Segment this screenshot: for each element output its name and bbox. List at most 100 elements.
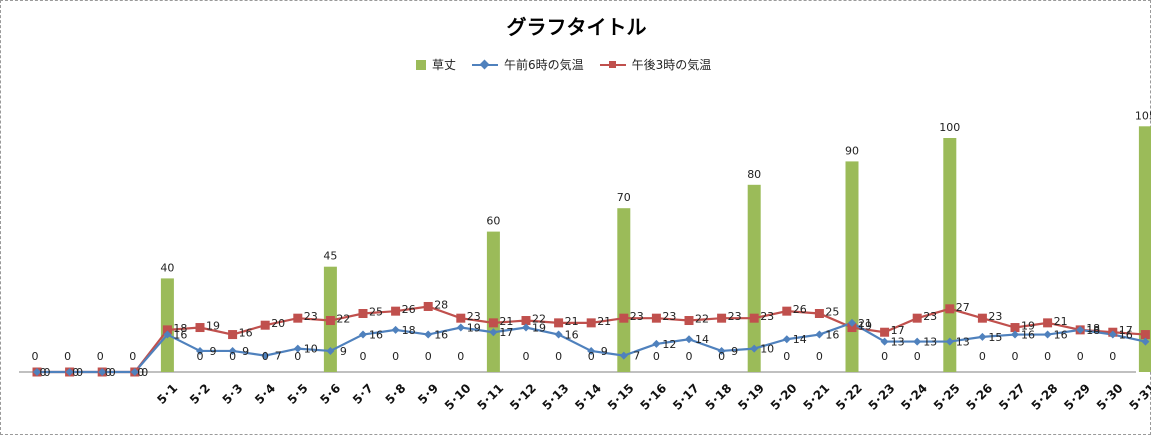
point-am-0 [33,368,41,376]
point-am-12 [424,330,433,339]
tick-label-8: 5･5 [285,381,311,407]
data-label-am-5: 9 [210,345,217,358]
tick-label-23: 5･20 [768,381,800,413]
data-label-bar-3: 0 [129,350,136,363]
bar-28 [943,138,957,372]
data-label-bar-11: 0 [392,350,399,363]
data-label-pm-31: 21 [1054,315,1068,328]
point-pm-17 [586,318,596,328]
legend-swatch-am [472,59,499,70]
bar-18 [617,208,631,372]
data-label-pm-4: 18 [173,322,187,335]
tick-label-33: 5･30 [1094,381,1126,413]
tick-label-30: 5･27 [996,381,1028,413]
point-pm-30 [1010,323,1020,333]
data-label-bar-21: 0 [718,350,725,363]
data-label-pm-30: 19 [1021,320,1035,333]
point-pm-4 [162,325,172,335]
data-label-am-17: 9 [601,345,608,358]
point-am-4 [163,330,172,339]
data-label-bar-13: 0 [457,350,464,363]
point-pm-6 [228,330,238,340]
data-label-bar-4: 40 [160,261,174,274]
point-pm-13 [456,313,466,323]
tick-label-27: 5･24 [898,381,930,413]
data-label-bar-0: 0 [32,350,39,363]
legend: 草丈 午前6時の気温 午後3時の気温 [416,56,727,73]
tick-label-4: 5･1 [154,381,180,407]
bar-4 [160,278,174,372]
data-label-am-11: 18 [402,324,416,337]
data-label-pm-6: 16 [239,327,253,340]
data-label-bar-29: 0 [979,350,986,363]
data-label-am-25: 21 [858,317,872,330]
tick-label-14: 5･11 [474,381,506,413]
point-pm-28 [945,304,955,314]
point-am-5 [196,346,204,355]
bar-14 [486,231,500,372]
point-am-6 [228,346,237,355]
data-label-am-18: 7 [633,350,640,363]
point-pm-31 [1043,318,1053,328]
point-pm-12 [423,301,433,311]
point-am-20 [685,335,693,344]
point-am-8 [293,344,302,353]
point-am-17 [587,346,596,355]
point-pm-16 [554,318,564,328]
data-label-am-22: 10 [760,343,774,356]
data-label-pm-17: 21 [597,315,611,328]
point-pm-24 [814,309,824,318]
data-label-am-4: 16 [173,329,187,342]
data-label-bar-2: 0 [97,350,104,363]
point-am-3 [130,368,139,376]
point-am-33 [1108,330,1117,339]
point-am-18 [619,351,628,360]
data-label-bar-25: 90 [845,144,859,157]
point-am-22 [750,344,759,353]
data-label-bar-30: 0 [1012,350,1019,363]
bar-22 [747,184,761,372]
tick-label-10: 5･7 [350,381,376,407]
data-label-pm-26: 17 [891,324,905,337]
data-label-bar-7: 0 [262,350,269,363]
tick-label-12: 5･9 [415,381,441,407]
point-pm-9 [325,316,335,326]
data-label-pm-11: 26 [402,303,416,316]
point-am-28 [945,337,954,346]
point-pm-15 [521,316,531,326]
point-pm-34 [1140,330,1150,340]
data-label-am-27: 13 [923,336,937,349]
tick-label-34: 5･31 [1126,381,1151,413]
tick-label-22: 5･19 [735,381,767,413]
legend-swatch-pm [599,60,626,70]
data-label-am-16: 16 [565,329,579,342]
tick-label-25: 5･22 [833,381,865,413]
point-am-31 [1043,330,1052,339]
point-pm-27 [912,313,922,323]
point-am-30 [1011,330,1019,339]
data-label-pm-8: 23 [304,310,318,323]
data-label-pm-7: 20 [271,317,285,330]
data-label-bar-24: 0 [816,350,823,363]
data-label-pm-10: 25 [369,306,383,319]
point-am-29 [978,332,987,341]
data-label-bar-32: 0 [1077,350,1084,363]
data-label-bar-5: 0 [197,350,204,363]
data-label-pm-33: 17 [1119,324,1133,337]
data-label-bar-19: 0 [653,350,660,363]
tick-label-5: 5･2 [187,381,213,407]
data-label-bar-9: 45 [323,250,337,263]
point-pm-18 [619,313,629,323]
data-label-am-14: 17 [499,326,513,339]
tick-label-20: 5･17 [670,381,702,413]
data-label-am-6: 9 [242,345,249,358]
point-am-14 [489,328,498,337]
data-label-bar-31: 0 [1044,350,1051,363]
data-label-am-31: 16 [1054,329,1068,342]
data-label-bar-10: 0 [360,350,367,363]
data-label-pm-25: 19 [858,320,872,333]
data-label-bar-16: 0 [555,350,562,363]
chart-title: グラフタイトル [506,15,647,39]
point-pm-22 [749,313,759,323]
